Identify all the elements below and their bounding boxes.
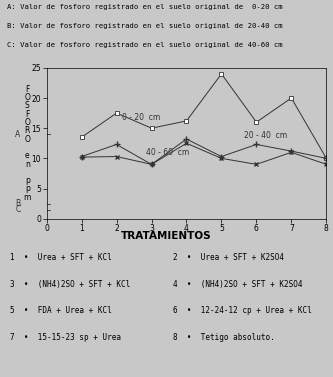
Text: 7  •  15-15-23 sp + Urea: 7 • 15-15-23 sp + Urea — [10, 333, 121, 342]
Text: A: A — [15, 130, 20, 139]
Text: 3  •  (NH4)2SO + SFT + KCl: 3 • (NH4)2SO + SFT + KCl — [10, 280, 130, 289]
Text: A: Valor de fosforo registrado en el suelo original de  0-20 cm: A: Valor de fosforo registrado en el sue… — [7, 4, 282, 10]
Text: B: B — [15, 199, 20, 208]
Text: 4  •  (NH4)2SO + SFT + K2SO4: 4 • (NH4)2SO + SFT + K2SO4 — [173, 280, 302, 289]
Text: 20 - 40  cm: 20 - 40 cm — [244, 131, 287, 140]
Text: 5  •  FDA + Urea + KCl: 5 • FDA + Urea + KCl — [10, 306, 112, 315]
Text: 8  •  Tetigo absoluto.: 8 • Tetigo absoluto. — [173, 333, 275, 342]
Text: 6  •  12-24-12 cp + Urea + KCl: 6 • 12-24-12 cp + Urea + KCl — [173, 306, 312, 315]
Text: 0 - 20  cm: 0 - 20 cm — [122, 113, 160, 123]
Text: 40 - 60  cm: 40 - 60 cm — [146, 148, 189, 157]
Text: C: C — [15, 205, 20, 214]
Text: C: Valor de fosforo registrado en el suelo original de 40-60 cm: C: Valor de fosforo registrado en el sue… — [7, 42, 282, 48]
Text: 2  •  Urea + SFT + K2SO4: 2 • Urea + SFT + K2SO4 — [173, 253, 284, 262]
Text: TRATAMIENTOS: TRATAMIENTOS — [121, 231, 212, 241]
Text: 1  •  Urea + SFT + KCl: 1 • Urea + SFT + KCl — [10, 253, 112, 262]
Text: B: Valor de fosforo registrado en el suelo original de 20-40 cm: B: Valor de fosforo registrado en el sue… — [7, 23, 282, 29]
Y-axis label: F
O
S
F
O
R
O
 
e
n
 
p
p
m: F O S F O R O e n p p m — [24, 85, 31, 202]
